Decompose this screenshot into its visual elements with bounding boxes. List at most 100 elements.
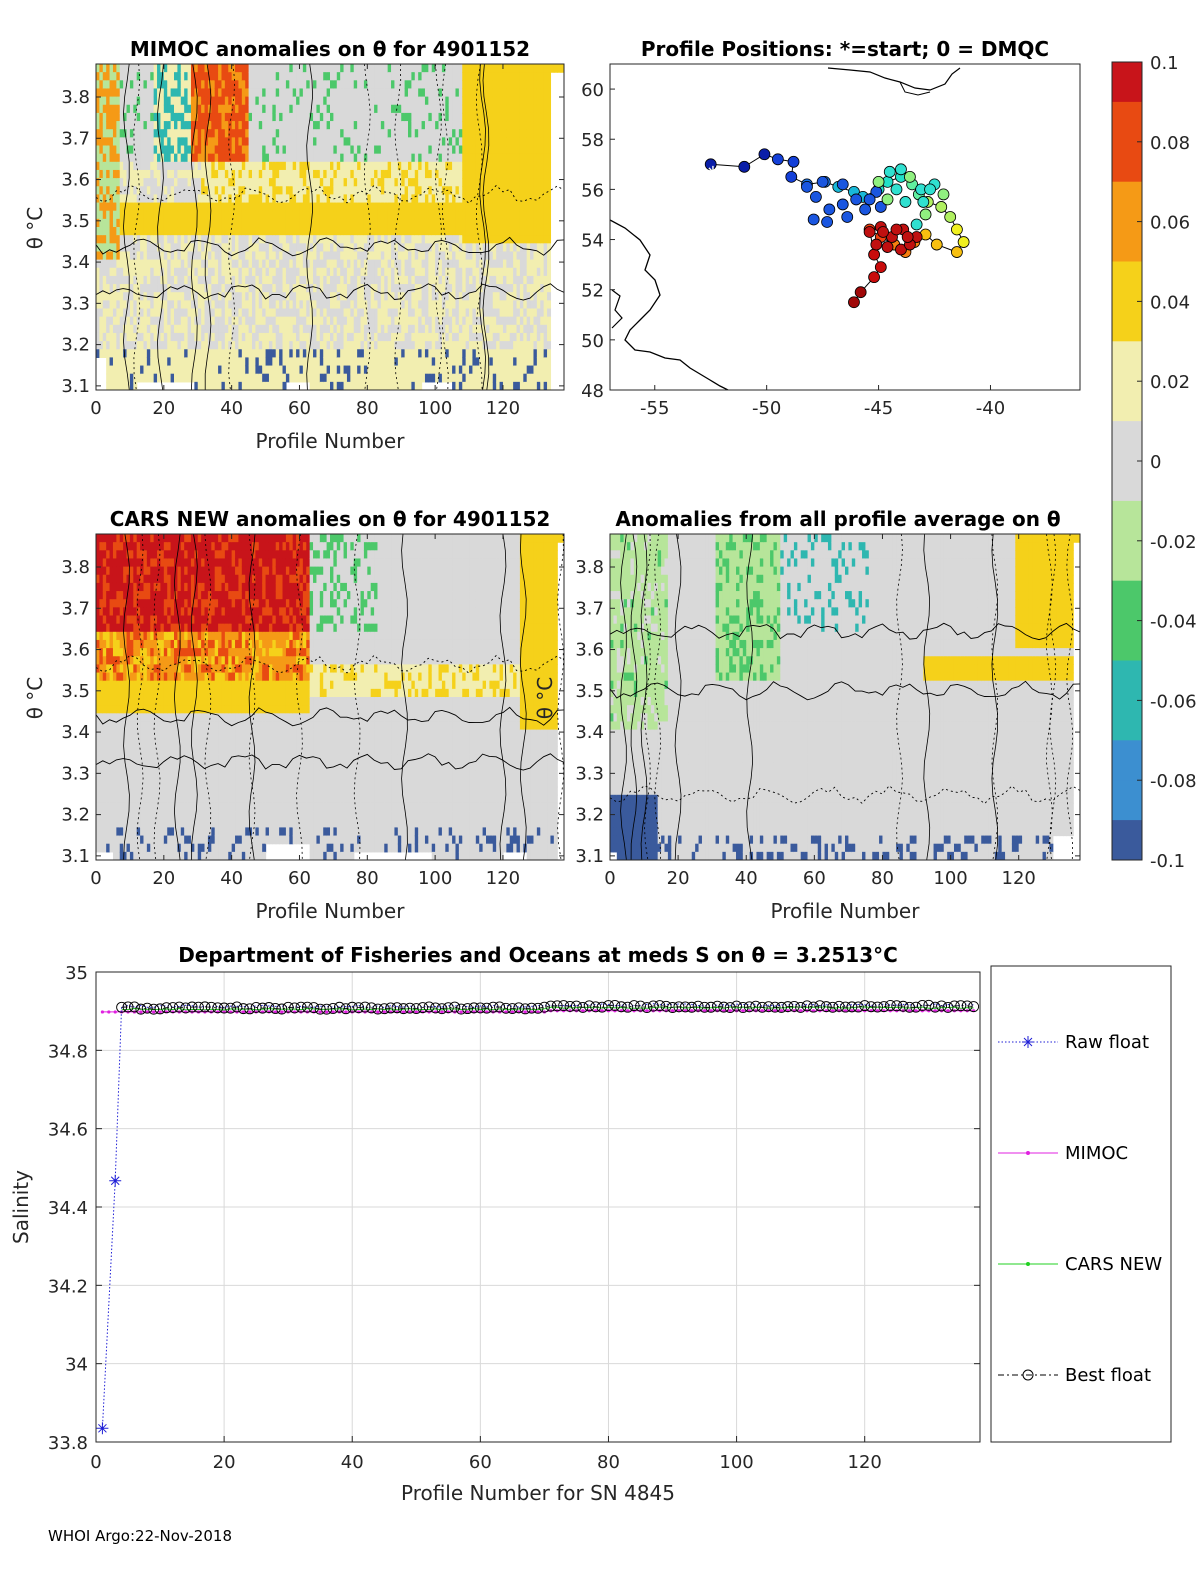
heat-cell bbox=[479, 267, 484, 277]
heat-cell bbox=[489, 235, 494, 244]
heat-cell bbox=[174, 243, 178, 253]
heat-cell bbox=[441, 349, 446, 358]
heat-cell bbox=[238, 96, 243, 106]
heat-cell bbox=[319, 202, 324, 212]
heat-cell bbox=[136, 300, 141, 310]
heat-cell bbox=[445, 349, 450, 358]
heat-cell bbox=[119, 267, 124, 277]
heat-cell bbox=[465, 210, 470, 220]
heat-cell bbox=[174, 341, 178, 350]
heat-cell bbox=[414, 275, 419, 285]
heat-cell bbox=[357, 316, 362, 326]
heat-cell bbox=[279, 235, 284, 244]
heat-cell bbox=[109, 137, 114, 147]
heat-cell bbox=[143, 365, 148, 375]
heat-cell bbox=[194, 332, 199, 342]
heat-cell bbox=[177, 121, 182, 130]
heat-cell bbox=[411, 194, 416, 204]
heat-cell bbox=[333, 112, 338, 122]
heat-cell bbox=[268, 259, 273, 269]
heat-cell bbox=[455, 194, 460, 204]
heat-cell bbox=[421, 324, 426, 334]
heat-cell bbox=[401, 349, 406, 358]
heat-cell bbox=[255, 259, 260, 269]
heat-cell bbox=[272, 308, 277, 318]
heat-cell bbox=[190, 210, 195, 220]
heat-cell bbox=[133, 80, 138, 90]
heat-cell bbox=[438, 365, 443, 375]
heat-cell bbox=[129, 316, 134, 326]
heat-cell bbox=[245, 161, 250, 171]
heat-cell bbox=[207, 64, 212, 73]
heat-cell bbox=[190, 341, 195, 350]
heat-cell bbox=[292, 104, 297, 114]
heat-cell bbox=[414, 202, 419, 212]
heat-cell bbox=[248, 96, 253, 106]
heat-cell bbox=[296, 72, 301, 81]
heat-cell bbox=[275, 316, 280, 326]
heat-cell bbox=[306, 137, 311, 147]
heat-cell bbox=[231, 341, 236, 350]
heat-cell bbox=[313, 129, 318, 138]
heat-cell bbox=[448, 235, 453, 244]
heat-cell bbox=[465, 235, 470, 244]
heat-cell bbox=[302, 178, 307, 187]
heat-cell bbox=[458, 292, 463, 301]
heat-cell bbox=[350, 373, 355, 383]
heat-cell bbox=[418, 80, 423, 90]
heat-cell bbox=[265, 357, 270, 367]
heat-cell bbox=[353, 349, 358, 358]
heat-cell bbox=[435, 316, 440, 326]
heat-cell bbox=[143, 349, 148, 358]
heat-cell bbox=[333, 169, 338, 179]
heat-cell bbox=[384, 104, 389, 114]
heat-cell bbox=[140, 169, 145, 179]
heat-cell bbox=[231, 137, 236, 147]
heat-cell bbox=[265, 381, 270, 390]
heat-cell bbox=[218, 365, 223, 375]
heat-cell bbox=[289, 218, 294, 228]
heat-cell bbox=[221, 88, 226, 98]
heat-cell bbox=[187, 316, 192, 326]
heat-cell bbox=[167, 112, 172, 122]
heat-cell bbox=[245, 308, 250, 318]
heat-cell bbox=[109, 112, 114, 122]
heat-cell bbox=[519, 145, 524, 155]
heat-cell bbox=[513, 373, 518, 383]
heat-cell bbox=[357, 210, 362, 220]
heat-cell bbox=[346, 227, 351, 236]
heat-cell bbox=[516, 235, 521, 244]
heat-cell bbox=[116, 243, 121, 253]
heat-cell bbox=[489, 300, 494, 310]
heat-cell bbox=[482, 243, 487, 253]
heat-cell bbox=[136, 267, 141, 277]
heat-cell bbox=[418, 349, 423, 358]
heat-cell bbox=[336, 169, 341, 179]
heat-cell bbox=[333, 300, 338, 310]
heat-cell bbox=[153, 194, 158, 204]
heat-cell bbox=[289, 308, 294, 318]
heat-cell bbox=[112, 145, 117, 155]
heat-cell bbox=[452, 64, 457, 73]
heat-cell bbox=[282, 284, 287, 293]
heat-cell bbox=[408, 178, 412, 187]
heat-cell bbox=[177, 169, 182, 179]
heat-cell bbox=[499, 112, 504, 122]
heat-cell bbox=[116, 137, 121, 147]
heat-cell bbox=[235, 64, 240, 73]
heat-cell bbox=[313, 267, 318, 277]
heat-cell bbox=[167, 341, 172, 350]
heat-cell bbox=[258, 332, 263, 342]
heat-cell bbox=[465, 341, 470, 350]
heat-cell bbox=[397, 104, 402, 114]
heat-cell bbox=[289, 259, 294, 269]
heat-cell bbox=[380, 243, 385, 253]
heat-cell bbox=[157, 137, 162, 147]
heat-cell bbox=[408, 324, 412, 334]
heat-cell bbox=[126, 227, 131, 236]
heat-cell bbox=[455, 341, 460, 350]
heat-cell bbox=[482, 235, 487, 244]
heat-cell bbox=[190, 145, 195, 155]
heat-cell bbox=[479, 145, 484, 155]
heat-cell bbox=[140, 373, 145, 383]
